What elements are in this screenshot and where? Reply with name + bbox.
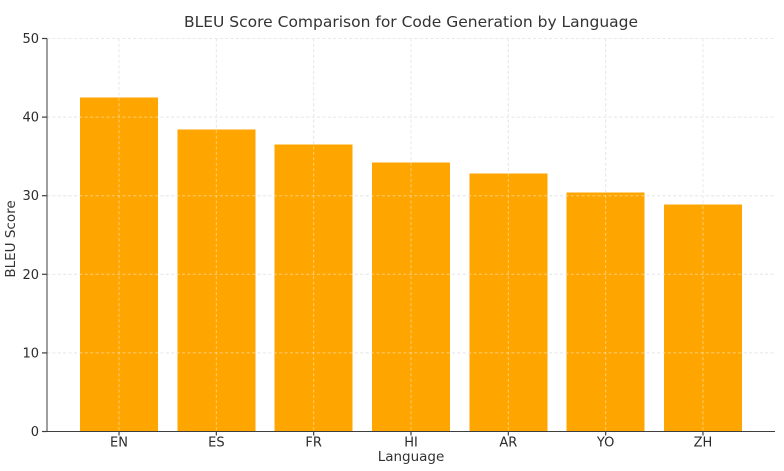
x-tick-label-YO: YO xyxy=(596,436,614,451)
chart-title: BLEU Score Comparison for Code Generatio… xyxy=(184,13,638,31)
bar-EN xyxy=(80,97,158,432)
x-tick-label-ZH: ZH xyxy=(694,436,713,451)
y-tick-label-20: 20 xyxy=(22,268,39,283)
y-tick-label-10: 10 xyxy=(22,346,39,361)
y-tick-label-0: 0 xyxy=(31,425,39,440)
y-axis-label: BLEU Score xyxy=(3,200,19,277)
bar-HI xyxy=(372,162,450,432)
tick-marks-and-labels: 0 10 20 30 40 50 EN ES FR HI AR YO ZH xyxy=(22,32,712,451)
x-tick-label-HI: HI xyxy=(404,436,418,451)
bar-AR xyxy=(469,173,548,432)
y-tick-label-50: 50 xyxy=(22,32,39,47)
bar-YO xyxy=(566,192,645,432)
bars-group xyxy=(80,97,742,432)
bar-FR xyxy=(274,144,353,432)
x-tick-label-EN: EN xyxy=(110,436,128,451)
y-tick-label-40: 40 xyxy=(22,111,39,126)
bar-ES xyxy=(177,129,256,432)
x-tick-label-FR: FR xyxy=(305,436,322,451)
bar-ZH xyxy=(664,204,742,432)
x-axis-label: Language xyxy=(378,449,445,465)
x-tick-label-ES: ES xyxy=(208,436,224,451)
y-tick-label-30: 30 xyxy=(22,189,39,204)
x-tick-label-AR: AR xyxy=(499,436,517,451)
